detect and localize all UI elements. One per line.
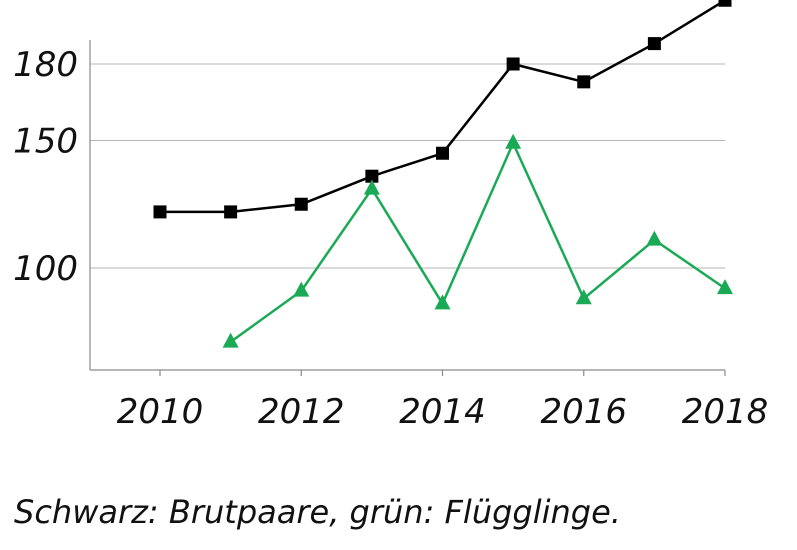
series-1-point-2018 xyxy=(718,0,732,7)
x-tick-label-2014: 2014 xyxy=(399,392,486,432)
series-1-point-2012 xyxy=(294,197,308,211)
y-tick-label-180: 180 xyxy=(13,45,78,85)
series-2-point-2013 xyxy=(363,179,380,195)
grid-lines xyxy=(90,63,725,269)
series-2-point-2011 xyxy=(222,332,239,348)
x-tick-label-2010: 2010 xyxy=(117,392,204,432)
x-tick-label-2018: 2018 xyxy=(682,392,769,432)
series-1-point-2011 xyxy=(224,205,238,219)
series-2-point-2017 xyxy=(646,230,663,246)
series-2-line xyxy=(229,141,726,343)
y-tick-label-150: 150 xyxy=(13,122,78,162)
line-chart: 100 150 180 2010 2012 2014 2016 2018 xyxy=(13,0,768,432)
series-2-point-2018 xyxy=(717,279,733,295)
y-tick-label-100: 100 xyxy=(13,249,78,289)
tick-labels: 100 150 180 2010 2012 2014 2016 2018 xyxy=(13,45,768,432)
series-2-point-2012 xyxy=(293,281,310,297)
series-1-point-2010 xyxy=(153,205,167,219)
x-tick-label-2012: 2012 xyxy=(258,392,345,432)
series-1-point-2017 xyxy=(647,37,661,51)
series-1-point-2015 xyxy=(506,57,520,71)
series-2-point-2014 xyxy=(434,294,451,310)
series-1-line xyxy=(160,0,726,214)
axes xyxy=(89,40,726,376)
series-1-point-2016 xyxy=(577,75,591,89)
x-tick-label-2016: 2016 xyxy=(540,392,627,432)
series-2-point-2016 xyxy=(575,289,592,305)
series-1-point-2013 xyxy=(365,169,379,183)
series-2-point-2015 xyxy=(505,133,522,149)
chart-caption: Schwarz: Brutpaare, grün: Flügglinge. xyxy=(14,493,621,531)
series-1-point-2014 xyxy=(436,146,449,160)
data-series xyxy=(153,0,733,348)
